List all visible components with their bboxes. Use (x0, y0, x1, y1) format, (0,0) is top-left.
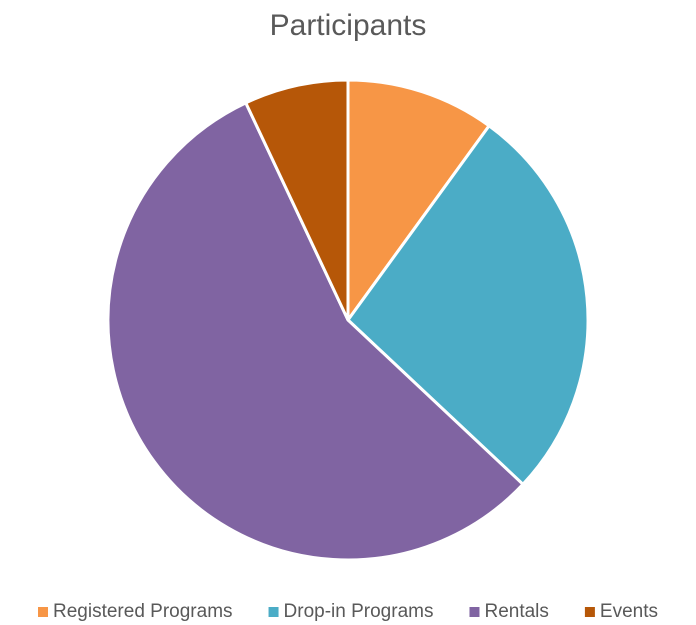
legend-swatch (38, 607, 49, 617)
pie-slice (244, 78, 350, 322)
legend-swatch (268, 607, 279, 617)
legend-label: Registered Programs (53, 601, 233, 622)
legend-label: Drop-in Programs (284, 601, 434, 622)
legend-swatch (584, 607, 595, 617)
chart-title: Participants (270, 9, 427, 42)
pie-slice (346, 78, 491, 322)
legend-label: Events (600, 601, 658, 622)
pie-slice (346, 124, 590, 486)
pie-slice (106, 101, 525, 562)
legend-label: Rentals (484, 601, 548, 622)
legend-swatch (469, 607, 480, 617)
